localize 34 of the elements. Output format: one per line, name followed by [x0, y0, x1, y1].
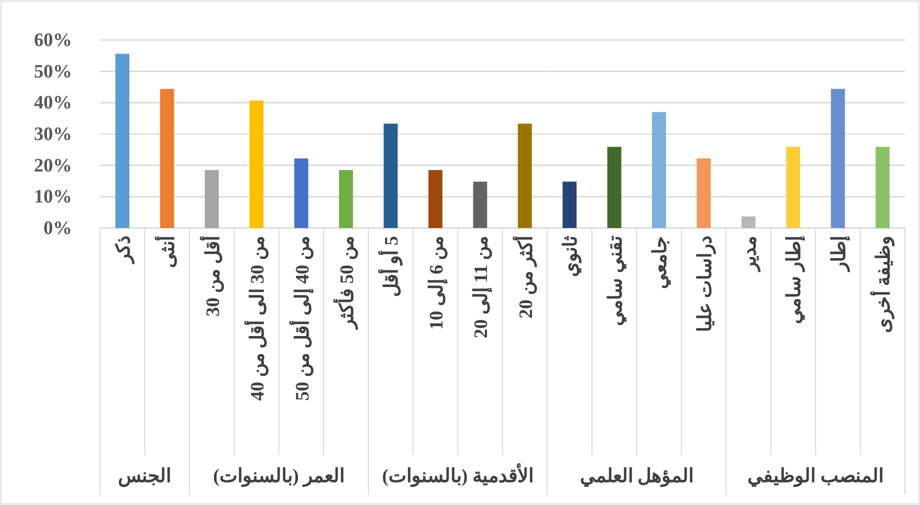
- y-tick-label: 10%: [34, 186, 72, 208]
- x-tick-label: جامعي: [650, 236, 672, 289]
- x-axis-title: الجنس: [118, 466, 172, 487]
- x-tick-label: ذكر: [113, 236, 134, 265]
- x-axis-title: الأقدمية (بالسنوات): [382, 463, 534, 487]
- x-tick-label: من 40 إلى أقل من 50: [288, 236, 314, 401]
- x-tick-label: إطار: [828, 236, 851, 273]
- x-tick-label: أكثر من 20: [512, 236, 537, 318]
- x-tick-label: من 30 الى أقل من 40: [244, 236, 269, 401]
- y-tick-label: 30%: [34, 124, 72, 145]
- y-tick-label: 50%: [34, 61, 72, 82]
- y-tick-label: 60%: [34, 30, 72, 51]
- y-tick-label: 20%: [34, 155, 72, 176]
- bar: [607, 146, 622, 228]
- bar: [562, 182, 577, 228]
- x-tick-label: ثانوي: [560, 236, 583, 277]
- x-tick-label: وظيفة أخرى: [870, 236, 895, 333]
- y-tick-label: 40%: [34, 92, 72, 114]
- x-tick-label: من 11 إلى 20: [471, 236, 494, 338]
- x-tick-label: مدير: [739, 236, 760, 273]
- x-tick-label: من 50 فأكثر: [332, 236, 358, 330]
- x-axis-title: المؤهل العلمي: [580, 466, 694, 488]
- x-tick-label: إطار سامي: [784, 236, 806, 324]
- x-tick-label: دراسات عليا: [694, 236, 716, 332]
- y-tick-label: 0%: [44, 218, 72, 239]
- bar: [652, 112, 666, 228]
- x-tick-label: أنثى: [154, 236, 180, 268]
- x-tick-label: أقل من 30: [198, 236, 224, 316]
- x-tick-label: تقني سامي: [605, 236, 628, 326]
- x-axis-title: العمر (بالسنوات): [213, 466, 345, 487]
- bar: [696, 158, 711, 228]
- x-axis-title: المنصب الوظيفي: [748, 466, 884, 488]
- x-tick-label: من 6 إلى 10: [426, 236, 448, 330]
- x-tick-label: 5 أو أقل: [378, 236, 403, 297]
